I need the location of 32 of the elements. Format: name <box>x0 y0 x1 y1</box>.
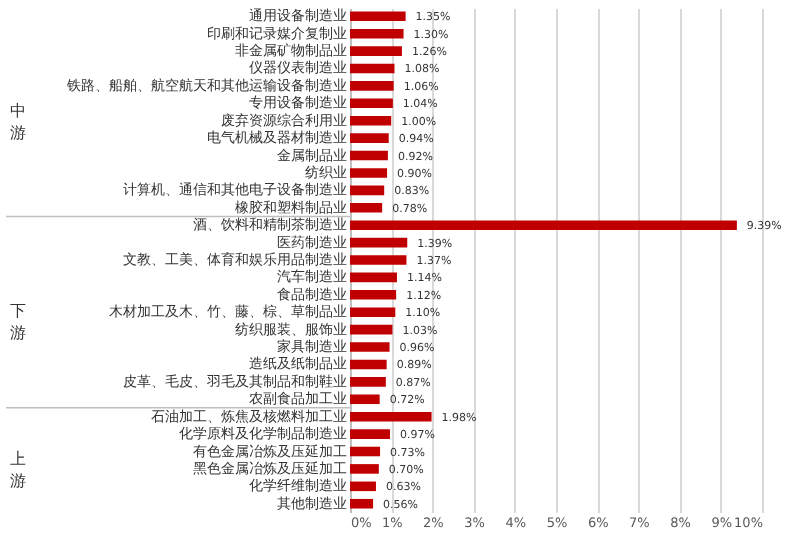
bar <box>350 342 390 352</box>
bar <box>350 46 402 56</box>
bar <box>350 481 376 492</box>
bar <box>350 307 396 318</box>
bar <box>350 81 394 91</box>
bar <box>350 377 386 387</box>
bar <box>350 429 390 439</box>
bar <box>350 394 380 405</box>
bar <box>350 464 379 474</box>
bar <box>350 63 395 74</box>
bar <box>350 237 408 248</box>
bar <box>350 115 392 126</box>
bar <box>350 290 397 300</box>
bar <box>350 498 374 509</box>
bar <box>350 446 381 457</box>
bar <box>350 133 389 143</box>
text: 上游 <box>10 449 26 490</box>
bar <box>350 359 387 370</box>
bar <box>350 28 404 39</box>
bar <box>350 324 393 335</box>
bar <box>350 11 406 22</box>
bar <box>350 255 407 265</box>
bar <box>350 150 388 161</box>
text: 中游 <box>10 102 26 143</box>
bar <box>350 411 432 422</box>
bar <box>350 202 383 213</box>
bar <box>350 220 737 230</box>
bar <box>350 185 385 196</box>
bar <box>350 98 393 109</box>
bar <box>350 272 397 283</box>
text: 下游 <box>10 302 26 343</box>
bar <box>350 168 388 178</box>
